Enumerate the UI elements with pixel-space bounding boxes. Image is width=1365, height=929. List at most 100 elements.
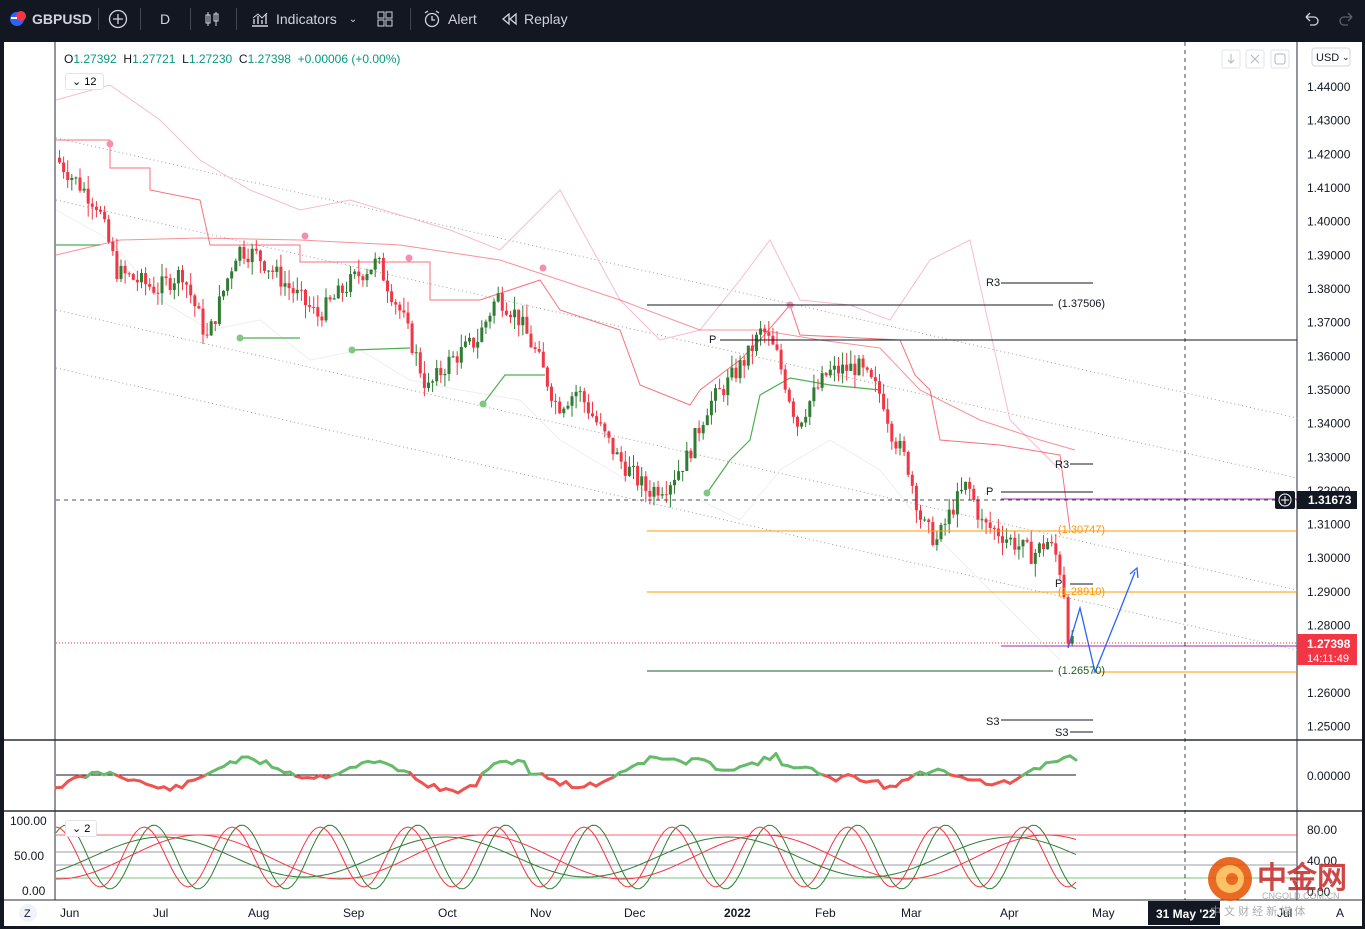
candle [812,374,816,407]
candle [886,398,890,433]
oscillator-pane[interactable] [54,752,1078,795]
candle [254,240,258,255]
maximize-icon [1270,49,1290,69]
candle-body [718,388,722,390]
candle-body [492,301,496,316]
undo-button[interactable] [1302,0,1320,38]
candle-body [820,373,824,388]
candle [578,386,582,402]
candle-body [837,365,840,374]
redo-button[interactable] [1338,0,1356,38]
layout-button[interactable] [376,0,394,38]
svg-text:⌄: ⌄ [1342,52,1350,62]
interval-button[interactable]: D [160,0,170,38]
candle-body [484,321,488,328]
ohlc-legend: O1.27392 H1.27721 L1.27230 C1.27398 +0.0… [64,52,400,66]
candle-body [283,283,287,287]
chart-area[interactable] [4,42,1362,926]
candle [156,282,160,305]
candle [791,397,795,424]
chevron-down-icon: ⌄ [72,823,82,835]
candle [299,281,303,302]
pivot-levels[interactable] [647,282,1297,733]
candle [595,410,599,426]
time-label: Apr [1000,906,1019,920]
candle [664,481,668,503]
symbol-button[interactable]: GBPUSD [8,0,92,38]
candle [504,302,508,317]
candle [611,437,615,461]
candle-body [574,391,578,397]
candle-body [373,258,377,270]
candle [90,197,94,220]
compare-add-button[interactable] [108,0,128,38]
candle-body [714,388,717,401]
support-step [482,374,545,405]
candlestick-series[interactable] [58,150,1074,648]
candle-body [127,273,131,275]
indicators-collapse-button[interactable]: ⌄ 12 [65,73,104,90]
candle-body [58,157,61,163]
candle [558,396,562,415]
candle [750,334,754,365]
candle [316,295,320,327]
candle [185,281,189,298]
pivot-label: P [1055,578,1063,590]
candle-body [271,270,275,272]
candle [857,354,861,376]
stochastic-pane[interactable] [55,824,1297,890]
candle-body [308,305,312,307]
candle [906,450,910,478]
chevron-down-icon[interactable]: ⌄ [348,13,358,25]
candle-body [554,400,558,402]
candle-body [750,345,754,352]
candle-body [135,279,139,283]
currency-selector[interactable]: USD ⌄ [1311,47,1351,67]
candle [582,387,586,413]
candle [123,260,127,284]
indicators-button[interactable]: Indicators ⌄ [250,0,357,38]
candle-body [693,428,697,459]
low-label: L [182,52,189,66]
price-tick: 1.29000 [1307,585,1351,599]
candle-body [627,466,631,476]
candle-body [472,337,476,348]
time-scale[interactable]: Jun Jul Aug Sep Oct Nov Dec 2022 Feb Mar Apr May Jul… [60,906,1344,920]
candle [873,366,877,393]
plus-circle-icon [108,9,128,29]
price-tick: 1.30000 [1307,551,1351,565]
candle [377,256,381,265]
candle [107,214,111,244]
crosshair-date-badge: 31 May '22 [1148,901,1220,925]
timezone-button[interactable]: Z [19,904,37,922]
candle-body [123,265,127,274]
candle [644,471,648,502]
candle-body [418,352,422,374]
svg-text:Z: Z [24,908,31,920]
candle [796,415,799,436]
chart-type-button[interactable] [203,0,221,38]
crosshair-plus-button[interactable] [1275,491,1295,509]
candle-body [697,428,701,434]
candle [332,294,336,300]
price-tick: 1.35000 [1307,383,1351,397]
stoch-collapse-button[interactable]: ⌄ 2 [65,820,98,837]
pane-controls[interactable] [1221,49,1290,69]
candle-body [517,309,521,326]
candle-body [586,402,590,414]
price-tick: 1.28000 [1307,619,1351,633]
candle [111,237,115,256]
candle-body [664,494,668,496]
candle-body [935,539,939,545]
candle [849,350,853,371]
alert-button[interactable]: Alert [422,0,477,38]
candle-body [722,389,726,396]
candle-body [504,310,508,315]
candle [521,305,525,336]
candle-body [1005,539,1009,543]
stoch-tick: 0.00 [1307,885,1331,899]
candle-body [386,280,389,292]
candle [427,373,430,392]
replay-button[interactable]: Replay [500,0,568,38]
